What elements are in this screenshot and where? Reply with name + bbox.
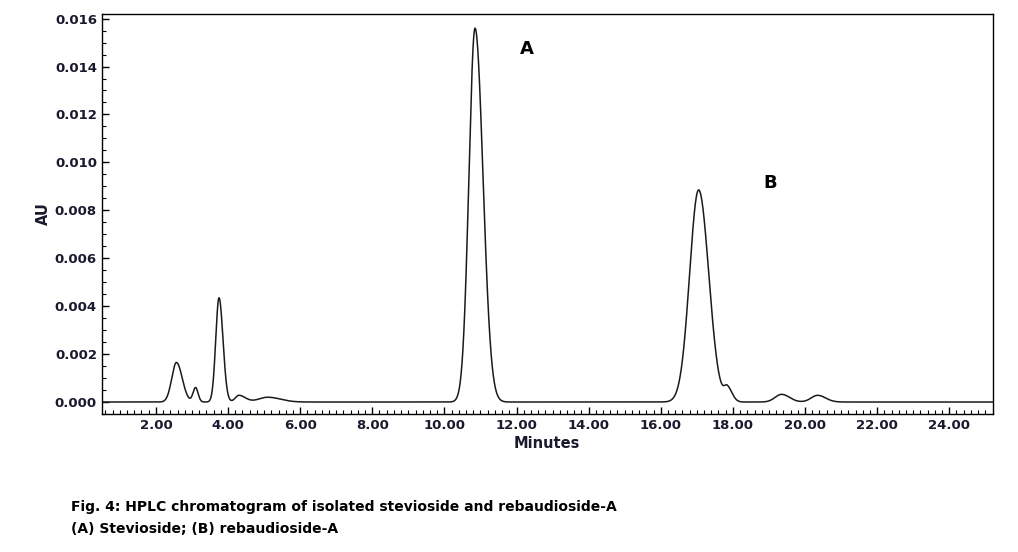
Y-axis label: AU: AU: [36, 203, 51, 225]
Text: A: A: [520, 40, 534, 58]
Text: (A) Stevioside; (B) rebaudioside-A: (A) Stevioside; (B) rebaudioside-A: [71, 522, 338, 535]
X-axis label: Minutes: Minutes: [514, 436, 580, 451]
Text: Fig. 4: HPLC chromatogram of isolated stevioside and rebaudioside-A: Fig. 4: HPLC chromatogram of isolated st…: [71, 500, 617, 513]
Text: B: B: [764, 174, 777, 192]
